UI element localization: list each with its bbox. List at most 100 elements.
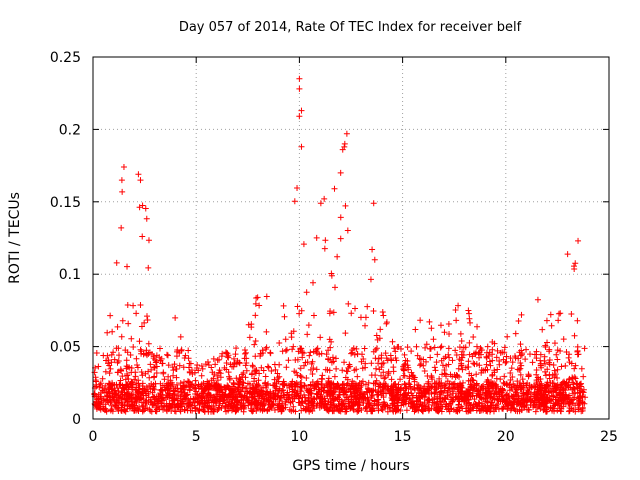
data-point	[134, 364, 141, 371]
data-point	[329, 354, 336, 361]
data-point	[136, 338, 143, 345]
data-point	[184, 378, 191, 385]
data-point	[390, 393, 397, 400]
data-point	[275, 388, 282, 395]
data-point	[484, 399, 491, 406]
data-point	[258, 387, 265, 394]
data-point	[291, 198, 298, 205]
data-point	[204, 378, 211, 385]
data-point	[499, 387, 506, 394]
data-point	[466, 339, 473, 346]
data-point	[508, 405, 515, 412]
data-point	[552, 371, 559, 378]
data-point	[122, 396, 129, 403]
data-point	[321, 384, 328, 391]
data-point	[145, 368, 152, 375]
data-point	[376, 335, 383, 342]
data-point	[209, 406, 216, 413]
data-point	[224, 350, 231, 357]
data-point	[226, 376, 233, 383]
data-point	[431, 344, 438, 351]
data-point	[170, 372, 177, 379]
data-point	[570, 396, 577, 403]
data-point	[310, 279, 317, 286]
data-point	[568, 310, 575, 317]
data-point	[576, 385, 583, 392]
data-point	[198, 363, 205, 370]
data-point	[480, 396, 487, 403]
data-point	[551, 408, 558, 415]
data-point	[496, 357, 503, 364]
data-point	[330, 397, 337, 404]
data-point	[537, 390, 544, 397]
data-point	[305, 396, 312, 403]
data-point	[478, 347, 485, 354]
data-point	[546, 346, 553, 353]
data-point	[564, 251, 571, 258]
data-point	[252, 300, 259, 307]
data-point	[334, 380, 341, 387]
data-point	[401, 372, 408, 379]
data-point	[300, 405, 307, 412]
data-point	[260, 367, 267, 374]
data-point	[424, 372, 431, 379]
data-point	[490, 402, 497, 409]
data-point	[467, 319, 474, 326]
data-point	[509, 359, 516, 366]
data-point	[425, 387, 432, 394]
data-point	[576, 397, 583, 404]
data-point	[130, 302, 137, 309]
data-point	[468, 383, 475, 390]
data-point	[517, 365, 524, 372]
data-point	[379, 390, 386, 397]
data-point	[177, 386, 184, 393]
plot-frame	[92, 56, 610, 420]
data-point	[263, 388, 270, 395]
data-point	[445, 351, 452, 358]
data-point	[194, 398, 201, 405]
data-point	[530, 382, 537, 389]
data-point	[490, 393, 497, 400]
data-point	[171, 408, 178, 415]
data-point	[181, 406, 188, 413]
data-point	[97, 380, 104, 387]
data-point	[317, 401, 324, 408]
data-point	[333, 365, 340, 372]
data-point	[334, 253, 341, 260]
data-point	[506, 387, 513, 394]
data-point	[437, 405, 444, 412]
data-point	[118, 407, 125, 414]
data-point	[445, 406, 452, 413]
x-tick-label: 10	[290, 429, 308, 445]
data-point	[483, 361, 490, 368]
data-point	[554, 347, 561, 354]
data-point	[544, 366, 551, 373]
data-point	[218, 383, 225, 390]
data-point	[440, 355, 447, 362]
data-point	[455, 302, 462, 309]
data-point	[322, 401, 329, 408]
y-tick-label: 0.05	[50, 340, 81, 356]
data-point	[313, 366, 320, 373]
data-point	[326, 406, 333, 413]
data-point	[146, 382, 153, 389]
data-point	[329, 407, 336, 414]
data-point	[526, 382, 533, 389]
data-point	[165, 403, 172, 410]
data-point	[337, 406, 344, 413]
data-point	[401, 380, 408, 387]
data-point	[350, 345, 357, 352]
data-point	[294, 184, 301, 191]
data-point	[539, 326, 546, 333]
data-point	[335, 394, 342, 401]
data-point	[187, 407, 194, 414]
data-point	[388, 356, 395, 363]
data-point	[549, 380, 556, 387]
data-point	[343, 130, 350, 137]
data-point	[579, 399, 586, 406]
data-point	[418, 356, 425, 363]
data-point	[146, 406, 153, 413]
data-point	[313, 346, 320, 353]
data-point	[132, 369, 139, 376]
data-point	[324, 366, 331, 373]
